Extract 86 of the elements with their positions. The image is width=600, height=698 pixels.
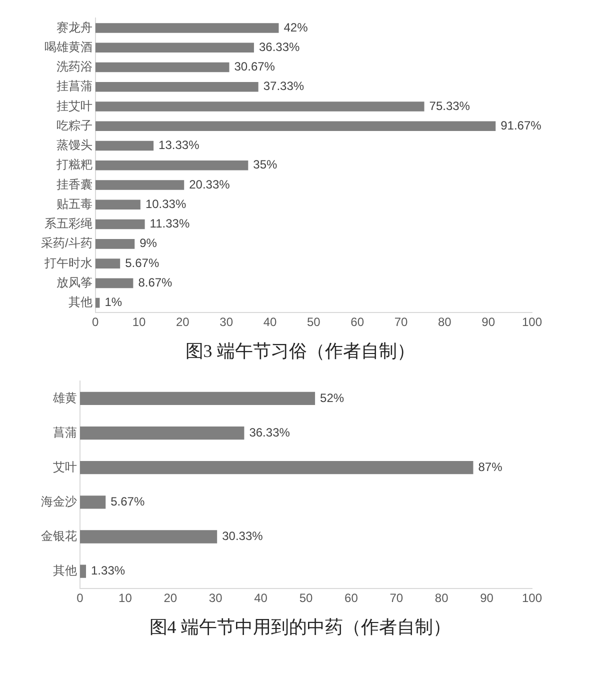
bar (95, 278, 134, 288)
y-tick-label: 吃粽子 (56, 118, 92, 132)
y-tick-label: 金银花 (41, 529, 77, 544)
y-tick-label: 其他 (68, 295, 92, 310)
x-tick-label: 10 (118, 591, 132, 606)
bar (80, 392, 316, 406)
y-tick-label: 贴五毒 (56, 196, 92, 211)
x-tick-label: 60 (350, 315, 364, 330)
data-label: 9% (140, 236, 158, 250)
x-tick-label: 90 (482, 315, 496, 330)
x-tick-label: 40 (254, 591, 268, 606)
data-label: 5.67% (110, 494, 145, 508)
data-label: 30.67% (234, 60, 276, 74)
bar (80, 461, 474, 474)
text: 图4 端午节中用到的中药（作者自制） (148, 616, 452, 639)
x-tick-label: 70 (394, 315, 408, 330)
bar (95, 219, 145, 230)
data-label: 37.33% (263, 79, 304, 94)
bar (95, 121, 496, 132)
x-tick-label: 90 (480, 591, 494, 606)
x-tick-label: 70 (390, 591, 404, 606)
bar (95, 258, 120, 268)
data-label: 42% (284, 20, 308, 34)
y-tick-label: 放风筝 (56, 275, 92, 290)
y-tick-label: 挂香囊 (56, 177, 92, 192)
bar (95, 62, 230, 72)
bar (95, 200, 140, 210)
data-label: 8.67% (138, 275, 173, 290)
bar (95, 239, 135, 249)
y-tick-label: 艾叶 (53, 460, 77, 474)
y-tick-label: 挂艾叶 (56, 98, 92, 113)
bar (95, 160, 248, 170)
data-label: 5.67% (125, 256, 160, 270)
bar (95, 180, 184, 190)
x-tick-label: 50 (306, 315, 321, 330)
bar (95, 82, 258, 92)
bar (80, 426, 244, 440)
x-tick-label: 30 (208, 591, 223, 606)
data-label: 1.33% (91, 564, 126, 578)
y-tick-label: 蒸馒头 (56, 138, 92, 152)
data-label: 36.33% (249, 425, 290, 440)
y-tick-label: 雄黄 (52, 390, 77, 405)
x-tick-label: 80 (434, 591, 449, 606)
data-label: 87% (478, 460, 503, 474)
x-tick-label: 10 (132, 315, 146, 330)
x-tick-label: 0 (92, 315, 99, 330)
x-tick-label: 0 (76, 591, 84, 606)
data-label: 20.33% (189, 177, 230, 192)
bar (95, 102, 424, 112)
data-label: 13.33% (158, 138, 200, 152)
data-label: 36.33% (258, 40, 300, 54)
bar (80, 564, 86, 578)
y-tick-label: 海金沙 (41, 494, 77, 508)
x-tick-label: 50 (299, 591, 313, 606)
x-tick-label: 20 (164, 591, 178, 606)
y-tick-label: 系五彩绳 (44, 216, 92, 231)
x-tick-label: 100 (522, 591, 542, 606)
x-tick-label: 60 (344, 591, 358, 606)
data-label: 91.67% (500, 118, 542, 132)
y-tick-label: 其他 (53, 564, 77, 578)
data-label: 75.33% (429, 98, 470, 113)
y-tick-label: 打糍粑 (55, 158, 92, 172)
y-tick-label: 采药/斗药 (40, 236, 92, 250)
data-label: 1% (104, 295, 122, 310)
data-label: 11.33% (150, 216, 190, 231)
x-tick-label: 40 (263, 315, 277, 330)
bar (95, 23, 279, 33)
x-tick-label: 30 (220, 315, 234, 330)
y-tick-label: 喝雄黄酒 (44, 40, 92, 54)
bar (95, 42, 254, 53)
y-tick-label: 洗药浴 (56, 60, 92, 74)
bar (80, 496, 106, 509)
data-label: 52% (320, 390, 344, 405)
x-tick-label: 100 (522, 315, 542, 330)
data-label: 35% (253, 158, 278, 172)
text: 图3 端午节习俗（作者自制） (184, 340, 416, 363)
data-label: 10.33% (145, 196, 186, 211)
data-label: 30.33% (222, 529, 264, 544)
x-tick-label: 80 (438, 315, 452, 330)
x-tick-label: 20 (176, 315, 190, 330)
y-tick-label: 菖蒲 (53, 425, 77, 440)
y-tick-label: 赛龙舟 (56, 20, 92, 34)
bar (80, 530, 218, 544)
bar (95, 140, 154, 151)
y-tick-label: 挂菖蒲 (56, 79, 92, 94)
y-tick-label: 打午时水 (43, 256, 92, 270)
